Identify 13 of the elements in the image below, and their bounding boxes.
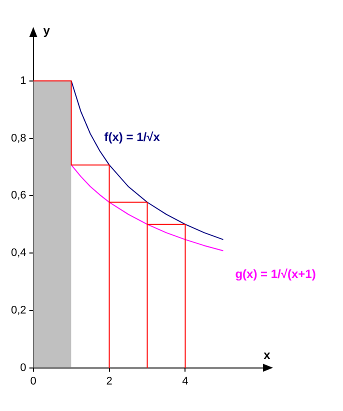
x-tick-label: 4 [182, 375, 188, 388]
y-tick-label: 0,2 [10, 304, 26, 316]
series-label: g(x) = 1/√(x+1) [235, 267, 316, 282]
x-tick-label: 0 [30, 375, 36, 388]
series-label: f(x) = 1/√x [104, 130, 160, 144]
y-tick-label: 1 [20, 74, 26, 87]
x-tick-label: 2 [106, 375, 112, 388]
y-axis-title: y [43, 23, 50, 38]
y-tick-label: 0,8 [10, 132, 26, 144]
y-tick-label: 0,4 [10, 247, 26, 260]
y-tick-label: 0,6 [10, 190, 26, 202]
y-tick-label: 0 [20, 362, 26, 374]
x-axis-title: x [264, 348, 271, 362]
